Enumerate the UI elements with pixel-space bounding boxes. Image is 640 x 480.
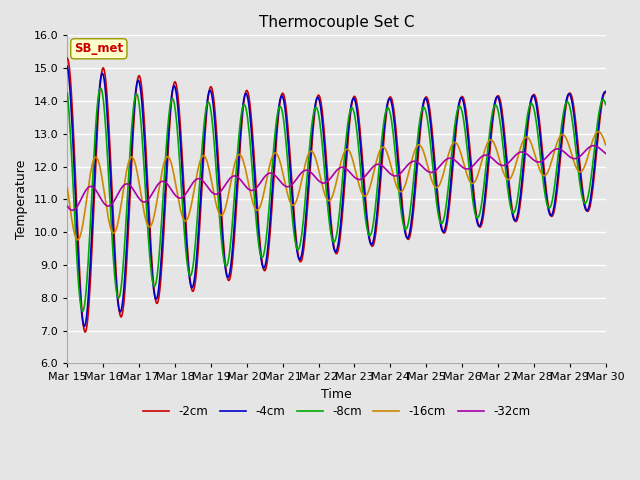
Y-axis label: Temperature: Temperature (15, 160, 28, 239)
-32cm (419, 164, 426, 169)
-16cm (212, 202, 220, 208)
-8cm (130, 101, 138, 107)
-16cm (419, 145, 426, 151)
-4cm (184, 260, 192, 266)
Line: -16cm: -16cm (67, 132, 605, 240)
X-axis label: Time: Time (321, 388, 352, 401)
-2cm (403, 234, 410, 240)
-8cm (213, 180, 221, 185)
Title: Thermocouple Set C: Thermocouple Set C (259, 15, 414, 30)
-8cm (79, 308, 86, 314)
-4cm (419, 106, 426, 111)
-4cm (73, 232, 81, 238)
-16cm (602, 142, 609, 148)
-4cm (403, 234, 410, 240)
-4cm (129, 118, 137, 124)
-16cm (63, 185, 71, 191)
-2cm (73, 214, 81, 220)
-16cm (595, 129, 602, 134)
-2cm (212, 126, 220, 132)
-8cm (73, 259, 81, 265)
-2cm (81, 329, 89, 335)
-32cm (129, 187, 137, 192)
-2cm (129, 129, 137, 135)
-8cm (185, 269, 193, 275)
-8cm (602, 102, 609, 108)
-32cm (590, 143, 598, 148)
-8cm (419, 105, 427, 110)
-2cm (63, 55, 71, 61)
-2cm (419, 110, 426, 116)
-4cm (81, 324, 88, 329)
-8cm (97, 85, 104, 91)
-8cm (403, 224, 411, 230)
-32cm (212, 192, 220, 197)
Line: -4cm: -4cm (67, 66, 605, 326)
-16cm (184, 215, 192, 221)
Line: -8cm: -8cm (67, 88, 605, 311)
Line: -32cm: -32cm (67, 145, 605, 210)
Text: SB_met: SB_met (74, 42, 124, 55)
-32cm (68, 207, 76, 213)
-32cm (74, 203, 82, 208)
-16cm (73, 237, 81, 242)
-2cm (184, 252, 192, 257)
Legend: -2cm, -4cm, -8cm, -16cm, -32cm: -2cm, -4cm, -8cm, -16cm, -32cm (138, 401, 535, 423)
-8cm (63, 90, 71, 96)
-16cm (74, 237, 82, 243)
-16cm (129, 156, 137, 161)
-32cm (602, 151, 609, 156)
-16cm (403, 178, 410, 184)
Line: -2cm: -2cm (67, 58, 605, 332)
-4cm (63, 63, 71, 69)
-4cm (212, 140, 220, 146)
-32cm (403, 163, 410, 169)
-32cm (184, 188, 192, 193)
-32cm (63, 203, 71, 209)
-4cm (602, 90, 609, 96)
-2cm (602, 88, 609, 94)
